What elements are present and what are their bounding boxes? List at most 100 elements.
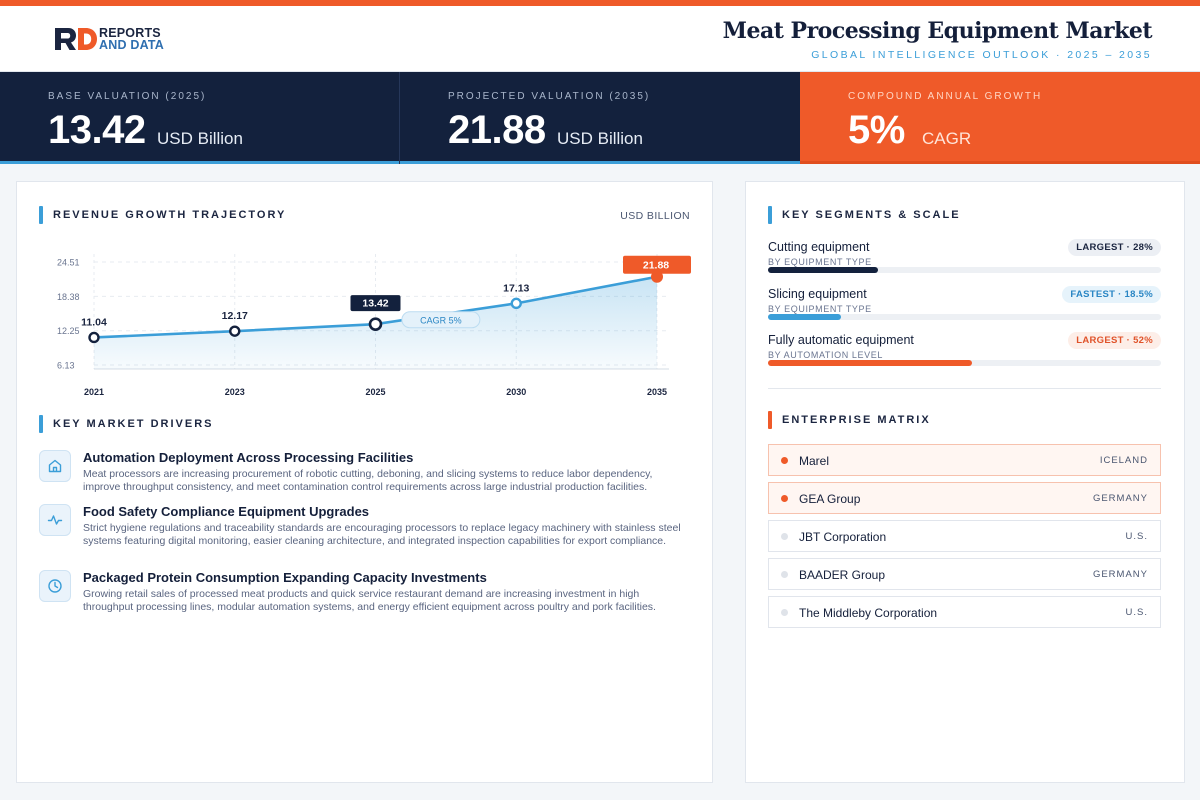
kpi-base-valuation: BASE VALUATION (2025) 13.42 USD Billion: [0, 72, 400, 164]
kpi-label: BASE VALUATION (2025): [48, 91, 207, 102]
data-point: [651, 270, 663, 283]
cagr-annotation-label: CAGR 5%: [420, 315, 462, 325]
enterprise-name: GEA Group: [799, 492, 861, 506]
drivers-section-title: KEY MARKET DRIVERS: [39, 415, 213, 433]
segment-name: Fully automatic equipment: [768, 333, 914, 347]
chart-section-title: REVENUE GROWTH TRAJECTORY: [39, 206, 286, 224]
enterprise-name: Marel: [799, 454, 830, 468]
enterprise-country: GERMANY: [1092, 493, 1148, 504]
kpi-value: 21.88: [448, 108, 546, 152]
status-dot-icon: [781, 609, 788, 616]
x-tick-label: 2021: [84, 387, 104, 397]
kpi-label: PROJECTED VALUATION (2035): [448, 91, 651, 102]
driver-text: Growing retail sales of processed meat p…: [83, 588, 656, 613]
enterprise-name: The Middleby Corporation: [799, 606, 938, 620]
y-tick-label: 18.38: [57, 292, 80, 302]
segment-bar-track: [768, 360, 1161, 366]
segment-name: Cutting equipment: [768, 240, 870, 254]
kpi-unit: USD Billion: [157, 129, 243, 148]
enterprise-row[interactable]: The Middleby Corporation U.S.: [768, 596, 1161, 628]
data-point: [368, 317, 383, 331]
enterprise-name: BAADER Group: [799, 568, 886, 582]
chart-unit-label: USD BILLION: [620, 210, 690, 222]
right-panel: KEY SEGMENTS & SCALE Cutting equipment B…: [745, 181, 1185, 783]
y-tick-label: 24.51: [57, 258, 80, 268]
data-label: 17.13: [503, 282, 529, 294]
enterprise-country: ICELAND: [1099, 455, 1148, 466]
page-title: Meat Processing Equipment Market: [722, 18, 1153, 44]
x-tick-label: 2030: [506, 387, 526, 397]
data-label-box: [350, 295, 401, 312]
kpi-projected-valuation: PROJECTED VALUATION (2035) 21.88 USD Bil…: [400, 72, 800, 164]
section-divider: [768, 388, 1161, 389]
segment-bar-fill: [768, 360, 973, 366]
enterprise-country: GERMANY: [1092, 569, 1148, 580]
data-label: 13.42: [362, 298, 388, 310]
left-panel: REVENUE GROWTH TRAJECTORY USD BILLION 24…: [16, 181, 713, 783]
y-tick-label: 6.13: [57, 361, 75, 371]
kpi-value: 13.42: [48, 108, 146, 152]
driver-title: Packaged Protein Consumption Expanding C…: [83, 570, 487, 585]
clock-icon: [39, 570, 71, 602]
enterprise-name: JBT Corporation: [799, 530, 887, 544]
segment-category: BY AUTOMATION LEVEL: [768, 350, 883, 360]
segment-category: BY EQUIPMENT TYPE: [768, 257, 872, 267]
x-tick-label: 2023: [225, 387, 245, 397]
enterprise-row[interactable]: JBT Corporation U.S.: [768, 520, 1161, 552]
logo-text-line1: REPORTS: [99, 26, 161, 40]
page-subtitle: GLOBAL INTELLIGENCE OUTLOOK · 2025 – 203…: [811, 49, 1152, 61]
logo-text-line2: AND DATA: [99, 38, 165, 52]
segment-badge: LARGEST · 28%: [1068, 239, 1161, 256]
segment-bar-track: [768, 314, 1161, 320]
kpi-accent-bar: [800, 161, 1200, 164]
data-label: 12.17: [222, 310, 248, 322]
segment-bar-track: [768, 267, 1161, 273]
data-point: [88, 331, 100, 344]
cagr-annotation-pill: [401, 311, 481, 329]
segment-badge: FASTEST · 18.5%: [1062, 286, 1161, 303]
segment-bar-fill: [768, 314, 841, 320]
status-dot-icon: [781, 457, 788, 464]
pulse-icon: [39, 504, 71, 536]
enterprise-row[interactable]: GEA Group GERMANY: [768, 482, 1161, 514]
segment-name: Slicing equipment: [768, 287, 867, 301]
status-dot-icon: [781, 495, 788, 502]
kpi-label: COMPOUND ANNUAL GROWTH: [848, 91, 1043, 102]
kpi-cagr: COMPOUND ANNUAL GROWTH 5% CAGR: [800, 72, 1200, 164]
series-area: [94, 276, 657, 369]
kpi-accent-bar: [400, 161, 800, 164]
segment-category: BY EQUIPMENT TYPE: [768, 304, 872, 314]
driver-title: Food Safety Compliance Equipment Upgrade…: [83, 504, 370, 519]
header: REPORTS AND DATA Meat Processing Equipme…: [0, 6, 1200, 72]
data-point: [229, 325, 241, 337]
data-label: 21.88: [643, 260, 669, 272]
driver-title: Automation Deployment Across Processing …: [83, 450, 414, 465]
data-label: 11.04: [81, 316, 107, 328]
enterprise-section-title: ENTERPRISE MATRIX: [768, 411, 931, 429]
driver-text: Meat processors are increasing procureme…: [83, 468, 653, 493]
kpi-value: 5%: [848, 108, 905, 152]
segment-bar-fill: [768, 267, 879, 273]
kpi-unit: USD Billion: [557, 129, 643, 148]
y-tick-label: 12.25: [57, 326, 80, 336]
brand-logo[interactable]: REPORTS AND DATA: [55, 26, 164, 52]
segment-badge: LARGEST · 52%: [1068, 332, 1161, 349]
enterprise-country: U.S.: [1125, 607, 1148, 618]
enterprise-row[interactable]: BAADER Group GERMANY: [768, 558, 1161, 590]
status-dot-icon: [781, 571, 788, 578]
data-label-box: [623, 255, 691, 274]
segments-section-title: KEY SEGMENTS & SCALE: [768, 206, 961, 224]
top-accent-bar: [0, 0, 1200, 6]
driver-text: Strict hygiene regulations and traceabil…: [83, 522, 681, 547]
x-tick-label: 2025: [365, 387, 385, 397]
x-tick-label: 2035: [647, 387, 667, 397]
logo-mark-icon: [55, 26, 97, 52]
status-dot-icon: [781, 533, 788, 540]
factory-icon: [39, 450, 71, 482]
enterprise-country: U.S.: [1125, 531, 1148, 542]
kpi-unit: CAGR: [922, 129, 972, 148]
enterprise-row[interactable]: Marel ICELAND: [768, 444, 1161, 476]
data-point: [510, 297, 522, 310]
kpi-accent-bar: [0, 161, 399, 164]
